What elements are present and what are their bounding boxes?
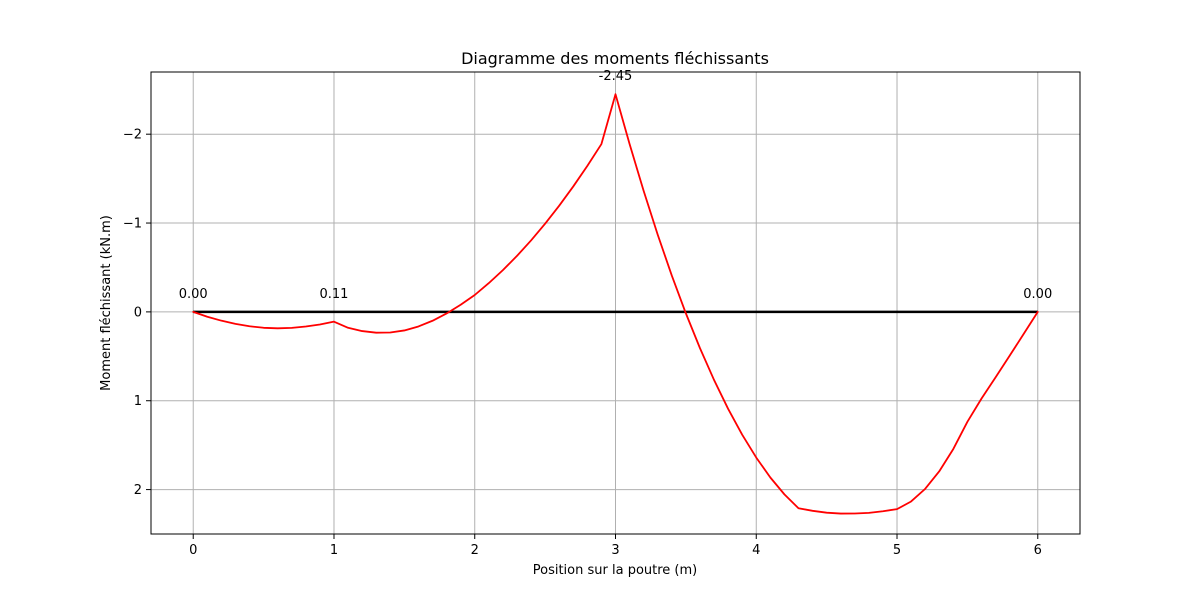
x-tick-label: 5	[893, 543, 901, 558]
chart-title: Diagramme des moments fléchissants	[461, 49, 769, 68]
value-annotations: 0.00 0.11 -2.45 0.00	[179, 69, 1052, 302]
y-tick-label: −1	[123, 217, 142, 232]
plot-data	[192, 93, 1039, 515]
y-tick-label: 1	[134, 394, 142, 409]
x-axis-label: Position sur la poutre (m)	[533, 563, 698, 578]
value-annotation: -2.45	[599, 69, 633, 84]
x-tick-label: 4	[752, 543, 760, 558]
y-tick-label: −2	[123, 128, 142, 143]
y-tick-label: 2	[134, 483, 142, 498]
value-annotation: 0.00	[179, 287, 208, 302]
y-axis-label: Moment fléchissant (kN.m)	[99, 215, 114, 391]
grid	[151, 72, 1080, 534]
y-tick-label: 0	[134, 305, 142, 320]
x-tick-label: 1	[330, 543, 338, 558]
moment-curve	[192, 93, 1039, 515]
x-tick-label: 3	[611, 543, 619, 558]
value-annotation: 0.11	[320, 287, 349, 302]
x-tick-label: 6	[1034, 543, 1042, 558]
x-tick-label: 2	[471, 543, 479, 558]
axis-ticks: 0 1 2 3 4 5 6 −2 −1 0 1 2	[123, 128, 1042, 558]
x-tick-label: 0	[189, 543, 197, 558]
value-annotation: 0.00	[1023, 287, 1052, 302]
